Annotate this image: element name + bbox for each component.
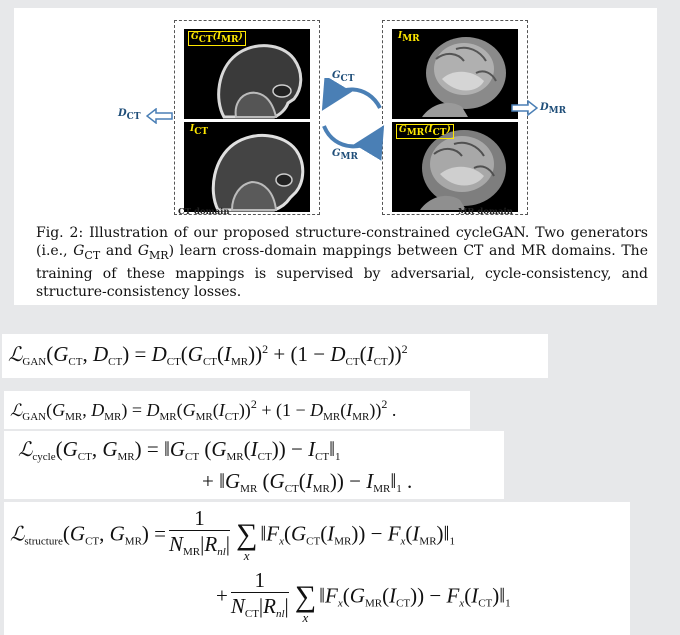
- scan-label-i-mr: IMR: [398, 31, 420, 44]
- equation-gan-mr-text: ℒGAN(GMR, DMR) = DMR(GMR(ICT))2 + (1 − D…: [10, 397, 397, 423]
- d-mr-label: DMR: [540, 102, 567, 116]
- ct-skull-image-real: [211, 133, 305, 212]
- real-ct-scan: ICT: [184, 122, 310, 212]
- real-mr-scan: IMR: [392, 29, 518, 119]
- d-mr-arrow-icon: [511, 100, 538, 116]
- ct-domain-label: CT domain: [178, 207, 230, 217]
- equation-cycle: ℒcycle(GCT, GMR) = ‖GCT (GMR(ICT)) − ICT…: [4, 431, 504, 499]
- scan-label-g-mr-i-ct: GMR(ICT): [396, 124, 454, 139]
- ct-domain-box: GCT(IMR) ICT: [174, 20, 320, 215]
- d-ct-arrow-icon: [146, 108, 173, 124]
- equation-gan-ct-text: ℒGAN(GCT, DCT) = DCT(GCT(IMR))2 + (1 − D…: [8, 342, 408, 368]
- equation-gan-ct: ℒGAN(GCT, DCT) = DCT(GCT(IMR))2 + (1 − D…: [2, 334, 548, 378]
- figure-card: GCT(IMR) ICT IMR: [14, 8, 657, 305]
- g-mr-arrow-label: GMR: [332, 148, 358, 162]
- scan-label-i-ct: ICT: [190, 124, 209, 137]
- equation-gan-mr: ℒGAN(GMR, DMR) = DMR(GMR(ICT))2 + (1 − D…: [4, 391, 470, 429]
- synthetic-mr-scan: GMR(ICT): [392, 122, 518, 212]
- synthetic-ct-scan: GCT(IMR): [184, 29, 310, 119]
- mr-brain-image-synthetic: [420, 130, 506, 210]
- d-ct-label: DCT: [118, 108, 141, 122]
- mr-domain-box: IMR GMR(ICT): [382, 20, 528, 215]
- figure-caption: Fig. 2: Illustration of our proposed str…: [36, 225, 648, 300]
- equation-structure-line1: ℒstructure(GCT, GMR) = 1 NMR|Rnl| ∑ x ‖Fx(GCT…: [10, 506, 455, 563]
- cycle-arrows: [321, 78, 385, 161]
- equation-structure: ℒstructure(GCT, GMR) = 1 NMR|Rnl| ∑ x ‖Fx(GCT…: [4, 502, 630, 635]
- scan-label-g-ct-i-mr: GCT(IMR): [188, 31, 246, 46]
- equation-cycle-line1: ℒcycle(GCT, GMR) = ‖GCT (GMR(ICT)) − ICT…: [18, 437, 341, 463]
- g-ct-arrow-label: GCT: [332, 70, 355, 84]
- ct-skull-image: [217, 44, 303, 119]
- mr-brain-image: [422, 37, 506, 117]
- equation-structure-line2: +1 NCT|Rnl| ∑ x ‖Fx(GMR(ICT)) − Fx(ICT)‖1: [216, 568, 511, 625]
- equation-cycle-line2: + ‖GMR (GCT(IMR)) − IMR‖1 .: [202, 469, 413, 495]
- mr-domain-label: MR domain: [458, 207, 513, 217]
